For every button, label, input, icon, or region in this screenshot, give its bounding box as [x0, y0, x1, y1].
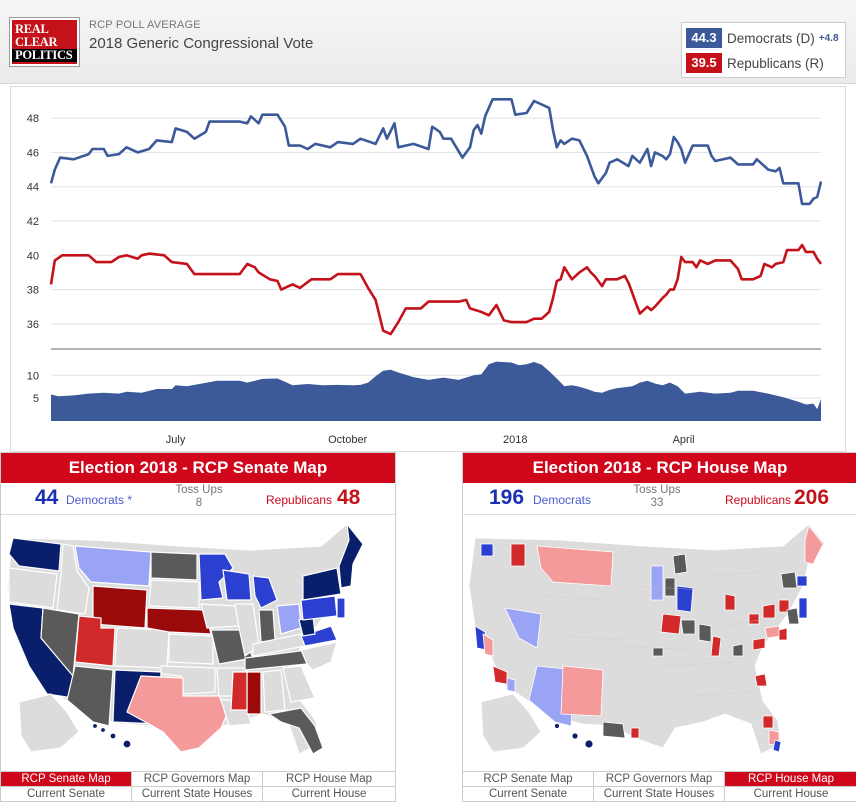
senate-tossups: Toss Ups 8: [175, 484, 223, 509]
legend-dem: 44.3 Democrats (D) +4.8: [686, 28, 839, 48]
state-ut: [74, 615, 116, 667]
tab-current-state-houses[interactable]: Current State Houses: [594, 786, 725, 801]
y-tick-label: 38: [27, 285, 39, 297]
tab-rcp-house-map[interactable]: RCP House Map: [725, 771, 856, 786]
y-tick-label: 44: [27, 182, 39, 194]
state-oh: [276, 603, 302, 635]
house-dem-label: Democrats: [533, 493, 592, 507]
state-ne: [146, 607, 212, 635]
spread-area: [51, 361, 821, 421]
tab-current-senate[interactable]: Current Senate: [1, 786, 132, 801]
rep-series-line: [49, 243, 823, 336]
senate-dem-label: Democrats *: [66, 493, 133, 507]
spread-y-tick-label: 10: [27, 370, 39, 382]
rep-value: 39.5: [686, 53, 722, 73]
rcp-logo[interactable]: REAL CLEAR POLITICS: [9, 17, 80, 67]
house-dem-count: 196: [489, 486, 525, 509]
senate-map-panel: Election 2018 - RCP Senate Map 44 Democr…: [0, 452, 396, 802]
state-mi: [252, 575, 278, 609]
x-tick-label: July: [166, 434, 186, 446]
y-tick-label: 36: [27, 319, 39, 331]
state-va: [300, 625, 338, 647]
dem-series-line: [49, 98, 823, 206]
x-tick-label: October: [328, 434, 367, 446]
house-tabs: RCP Senate Map RCP Governors Map RCP Hou…: [463, 771, 856, 801]
tab-rcp-senate-map[interactable]: RCP Senate Map: [1, 771, 132, 786]
state-ny: [302, 567, 342, 601]
chart-header: REAL CLEAR POLITICS RCP POLL AVERAGE 201…: [0, 0, 856, 84]
senate-map[interactable]: [1, 516, 397, 766]
state-wa: [8, 537, 62, 572]
dem-spread: +4.8: [818, 32, 839, 44]
y-tick-label: 48: [27, 113, 39, 125]
tab-current-senate[interactable]: Current Senate: [463, 786, 594, 801]
state-me: [338, 521, 364, 589]
poll-chart[interactable]: 36 38 40 42 44 46 48 5 10 July October 2018 April: [10, 86, 846, 452]
rep-name: Republicans (R): [727, 55, 824, 71]
tab-current-house[interactable]: Current House: [263, 786, 395, 801]
poll-kicker: RCP POLL AVERAGE: [89, 19, 201, 31]
senate-rep-label: Republicans: [266, 493, 333, 507]
house-rep-label: Republicans: [725, 493, 792, 507]
tab-rcp-senate-map[interactable]: RCP Senate Map: [463, 771, 594, 786]
house-map-title[interactable]: Election 2018 - RCP House Map: [463, 453, 856, 483]
state-nd: [150, 551, 198, 581]
senate-rep-count: 48: [337, 486, 361, 509]
spread-y-tick-label: 5: [33, 393, 39, 405]
chart-canvas: 36 38 40 42 44 46 48 5 10 July October 2018 April: [27, 98, 823, 446]
house-score: 196 Democrats Toss Ups 33 Republicans 20…: [463, 483, 856, 515]
house-tossups: Toss Ups 33: [633, 484, 681, 509]
senate-score: 44 Democrats * Toss Ups 8 Republicans 48: [1, 483, 395, 515]
house-map[interactable]: [463, 516, 856, 766]
tab-rcp-governors-map[interactable]: RCP Governors Map: [132, 771, 263, 786]
senate-map-title[interactable]: Election 2018 - RCP Senate Map: [1, 453, 395, 483]
house-rep-count: 206: [794, 486, 830, 509]
y-tick-label: 46: [27, 147, 39, 159]
senate-tabs: RCP Senate Map RCP Governors Map RCP Hou…: [1, 771, 395, 801]
x-tick-label: 2018: [503, 434, 527, 446]
tab-current-state-houses[interactable]: Current State Houses: [132, 786, 263, 801]
state-tx: [126, 675, 228, 753]
tab-current-house[interactable]: Current House: [725, 786, 856, 801]
dem-value: 44.3: [686, 28, 722, 48]
dem-name: Democrats (D): [727, 30, 815, 46]
state-mt: [74, 545, 152, 587]
y-tick-label: 42: [27, 216, 39, 228]
legend-rep: 39.5 Republicans (R): [686, 53, 824, 73]
house-map-panel: Election 2018 - RCP House Map 196 Democr…: [462, 452, 856, 802]
chart-title: 2018 Generic Congressional Vote: [89, 35, 314, 52]
tab-rcp-governors-map[interactable]: RCP Governors Map: [594, 771, 725, 786]
senate-dem-count: 44: [35, 486, 59, 509]
x-tick-label: April: [673, 434, 695, 446]
state-in: [258, 609, 276, 643]
state-fl: [267, 707, 324, 755]
tab-rcp-house-map[interactable]: RCP House Map: [263, 771, 395, 786]
y-tick-label: 40: [27, 250, 39, 262]
state-wy: [92, 585, 148, 629]
state-az: [66, 665, 114, 727]
state-mn: [198, 553, 234, 601]
state-wi: [222, 569, 252, 601]
state-ms: [246, 671, 262, 715]
legend: 44.3 Democrats (D) +4.8 39.5 Republicans…: [681, 22, 846, 78]
